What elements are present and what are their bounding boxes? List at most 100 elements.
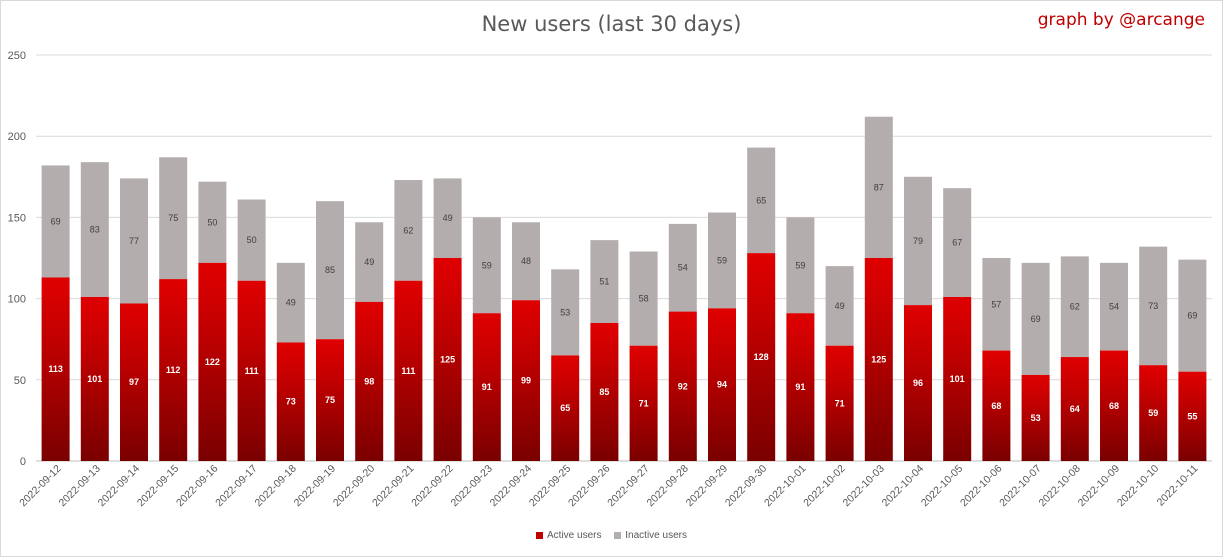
data-label-inactive: 49 — [364, 257, 374, 267]
bar-active — [629, 345, 658, 461]
x-axis-ticks: 2022-09-122022-09-132022-09-142022-09-15… — [17, 463, 1200, 510]
data-label-active: 68 — [991, 401, 1001, 411]
bar-inactive — [1178, 259, 1207, 372]
y-tick-label: 250 — [8, 50, 26, 62]
data-label-active: 101 — [950, 374, 965, 384]
data-label-active: 64 — [1070, 404, 1080, 414]
data-label-active: 128 — [754, 352, 769, 362]
bar-inactive — [708, 212, 736, 309]
bar-active — [904, 305, 932, 461]
bar-active — [786, 313, 815, 461]
bar-inactive — [551, 269, 580, 356]
data-label-inactive: 49 — [443, 213, 453, 223]
bar-active — [1139, 365, 1168, 461]
data-label-active: 92 — [678, 381, 688, 391]
data-label-inactive: 69 — [1187, 311, 1197, 321]
data-label-inactive: 87 — [874, 182, 884, 192]
bar-inactive — [316, 201, 344, 340]
data-label-active: 53 — [1031, 413, 1041, 423]
data-label-active: 125 — [871, 355, 886, 365]
data-label-inactive: 85 — [325, 265, 335, 275]
bar-inactive — [629, 251, 658, 346]
data-label-active: 65 — [560, 403, 570, 413]
bar-inactive — [237, 199, 266, 281]
bar-active — [708, 308, 736, 461]
data-label-active: 91 — [795, 382, 805, 392]
data-label-active: 112 — [166, 365, 181, 375]
bar-inactive — [472, 217, 501, 314]
bar-active — [747, 253, 776, 461]
bar-active — [512, 300, 540, 461]
data-label-active: 68 — [1109, 401, 1119, 411]
data-label-inactive: 73 — [1148, 301, 1158, 311]
bar-inactive — [1021, 262, 1050, 375]
data-label-active: 97 — [129, 377, 139, 387]
data-label-active: 85 — [599, 387, 609, 397]
y-tick-label: 150 — [8, 212, 26, 224]
bar-inactive — [825, 266, 854, 346]
data-label-active: 113 — [48, 364, 63, 374]
data-label-inactive: 54 — [1109, 302, 1119, 312]
data-label-inactive: 50 — [247, 235, 257, 245]
data-label-inactive: 49 — [286, 298, 296, 308]
data-label-active: 59 — [1148, 408, 1158, 418]
data-label-inactive: 51 — [599, 277, 609, 287]
data-label-inactive: 59 — [795, 260, 805, 270]
data-label-active: 91 — [482, 382, 492, 392]
data-label-inactive: 62 — [403, 225, 413, 235]
y-tick-label: 50 — [14, 375, 26, 387]
bar-inactive — [355, 222, 384, 302]
bar-active — [355, 301, 384, 461]
bar-active — [864, 258, 893, 461]
data-label-inactive: 54 — [678, 263, 688, 273]
data-label-active: 111 — [401, 366, 415, 376]
bar-active — [943, 296, 972, 461]
data-label-inactive: 50 — [207, 217, 217, 227]
bar-active — [198, 262, 227, 461]
legend-item-inactive: Inactive users — [614, 530, 687, 541]
bar-active — [1100, 350, 1128, 461]
data-label-inactive: 62 — [1070, 302, 1080, 312]
bar-inactive — [512, 222, 540, 301]
data-label-inactive: 79 — [913, 236, 923, 246]
bar-active — [276, 342, 305, 461]
data-label-inactive: 83 — [90, 225, 100, 235]
bar-inactive — [159, 157, 188, 280]
bar-inactive — [198, 181, 227, 263]
bar-inactive — [276, 262, 305, 343]
gridlines — [36, 54, 1212, 462]
chart-title: New users (last 30 days) — [481, 12, 742, 36]
data-label-active: 99 — [521, 376, 531, 386]
bar-active — [668, 311, 697, 461]
data-label-active: 94 — [717, 380, 727, 390]
bar-inactive — [41, 165, 70, 278]
data-label-inactive: 69 — [1031, 314, 1041, 324]
bar-active — [316, 339, 344, 461]
y-axis-ticks: 0 50 100 150 200 250 — [8, 50, 26, 468]
x-tick-label: 2022-10-10 — [1115, 463, 1162, 510]
y-tick-label: 100 — [8, 294, 26, 306]
data-label-inactive: 77 — [129, 236, 139, 246]
data-label-active: 111 — [245, 366, 259, 376]
bar-inactive — [80, 162, 109, 297]
bar-inactive — [1100, 262, 1128, 351]
data-label-active: 101 — [87, 374, 102, 384]
data-label-active: 125 — [440, 355, 455, 365]
bar-active — [825, 345, 854, 461]
bar-inactive — [747, 147, 776, 254]
bar-active — [982, 350, 1011, 461]
bar-active — [237, 280, 266, 461]
data-label-inactive: 69 — [51, 216, 61, 226]
data-label-active: 75 — [325, 395, 335, 405]
bar-inactive — [433, 178, 462, 258]
legend-label-inactive: Inactive users — [625, 530, 687, 541]
legend-item-active: Active users — [536, 530, 601, 541]
bar-inactive — [864, 116, 893, 258]
bar-inactive — [982, 258, 1011, 351]
y-tick-label: 0 — [20, 456, 26, 468]
bar-inactive — [1139, 246, 1168, 366]
data-label-active: 96 — [913, 378, 923, 388]
data-label-active: 122 — [205, 357, 220, 367]
data-label-inactive: 75 — [168, 213, 178, 223]
